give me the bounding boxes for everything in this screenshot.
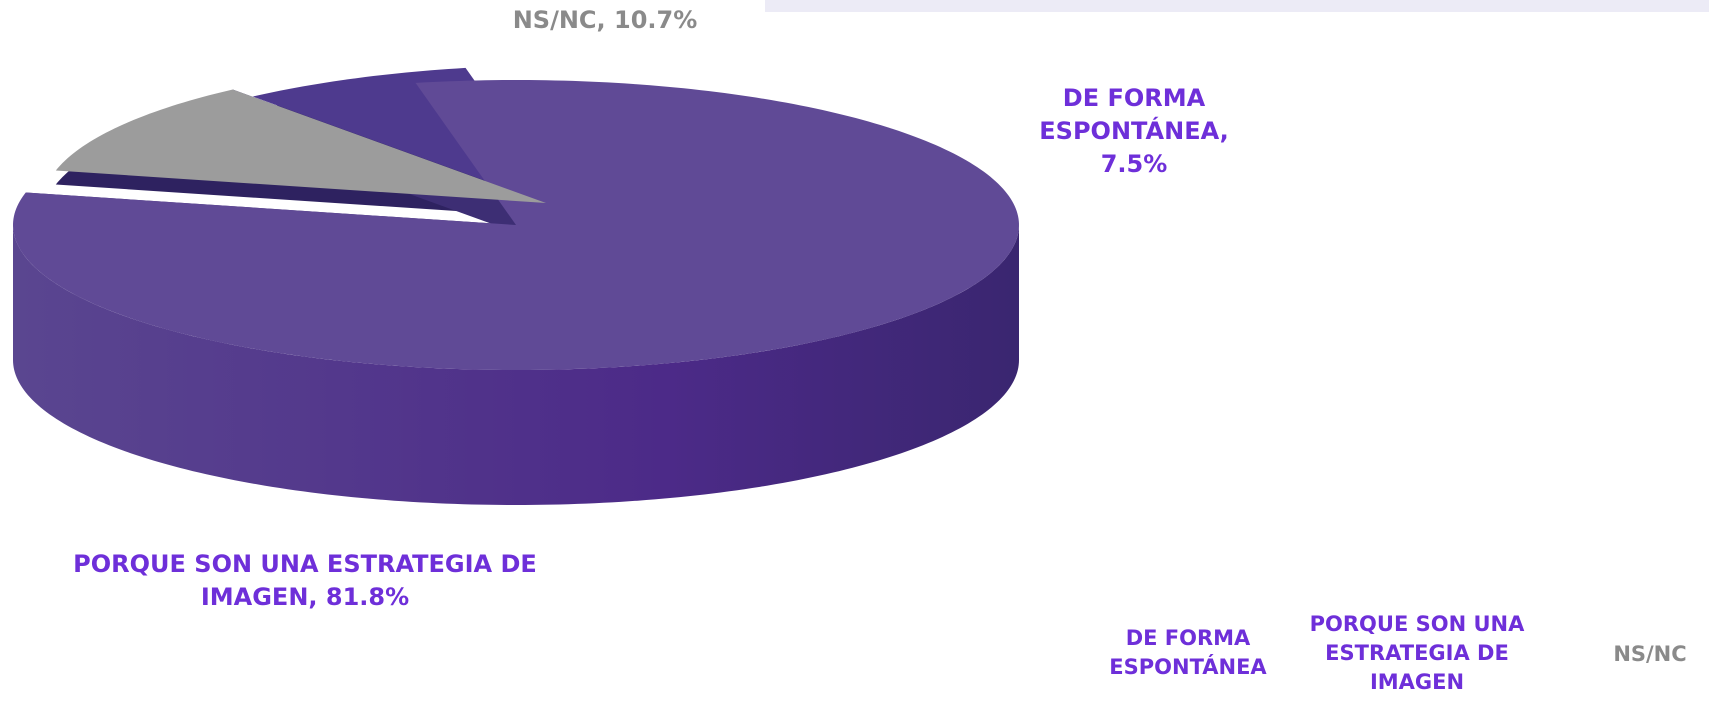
header-band <box>765 0 1709 12</box>
slice <box>55 89 546 203</box>
legend-entry: DE FORMA ESPONTÁNEA <box>1109 626 1267 679</box>
slice <box>13 80 1019 370</box>
legend-entry: NS/NC <box>1613 642 1687 666</box>
data-label: PORQUE SON UNA ESTRATEGIA DE IMAGEN, 81.… <box>73 550 537 611</box>
pie <box>13 67 1019 505</box>
data-label: DE FORMA ESPONTÁNEA, 7.5% <box>1039 84 1229 178</box>
data-label: NS/NC, 10.7% <box>512 6 698 34</box>
legend-entry: PORQUE SON UNA ESTRATEGIA DE IMAGEN <box>1309 612 1525 694</box>
slice-side <box>13 225 1019 505</box>
